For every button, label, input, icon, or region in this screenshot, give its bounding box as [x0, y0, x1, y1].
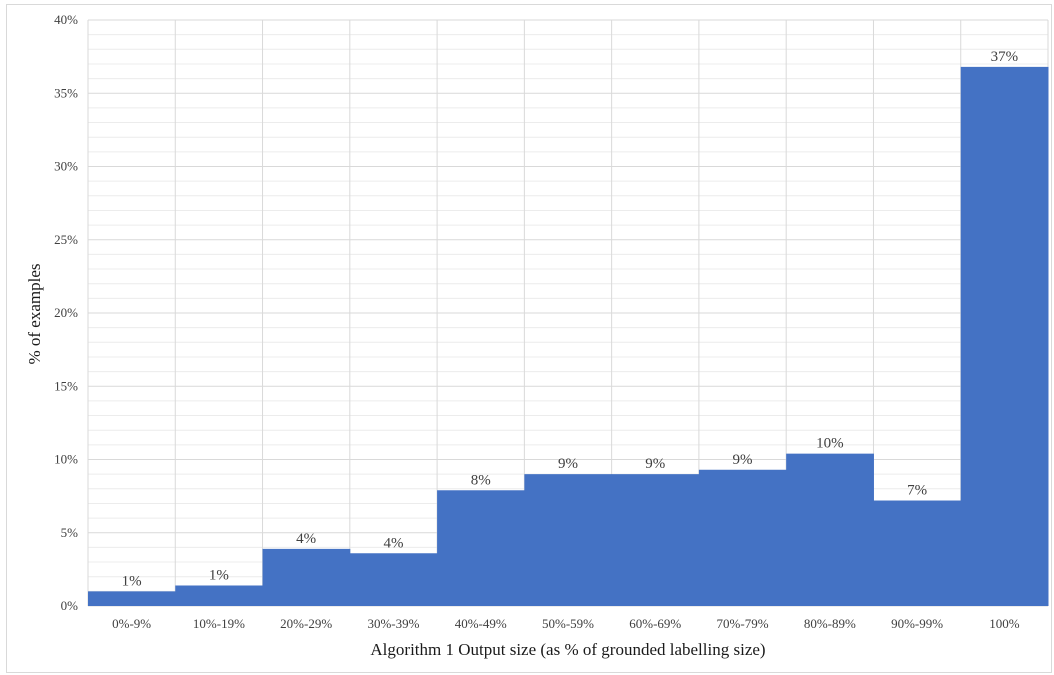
data-label-90%-99%: 7%	[907, 483, 927, 499]
bar-70%-79%	[699, 470, 787, 606]
x-tick-label: 70%-79%	[717, 616, 769, 631]
x-tick-label: 90%-99%	[891, 616, 943, 631]
bar-90%-99%	[873, 501, 961, 606]
x-tick-label: 50%-59%	[542, 616, 594, 631]
x-axis-title: Algorithm 1 Output size (as % of grounde…	[370, 640, 765, 659]
bar-20%-29%	[263, 549, 351, 606]
data-label-80%-89%: 10%	[816, 436, 844, 452]
data-label-70%-79%: 9%	[733, 452, 753, 468]
y-axis-ticks: 0% 5% 10% 15% 20% 25% 30% 35% 40%	[54, 12, 78, 613]
data-label-40%-49%: 8%	[471, 472, 491, 488]
x-tick-label: 40%-49%	[455, 616, 507, 631]
x-tick-label: 20%-29%	[280, 616, 332, 631]
y-tick-label: 0%	[61, 598, 79, 613]
x-tick-label: 0%-9%	[112, 616, 151, 631]
data-label-30%-39%: 4%	[383, 535, 403, 551]
bar-80%-89%	[786, 454, 874, 606]
data-label-100%: 37%	[991, 49, 1019, 65]
y-tick-label: 10%	[54, 452, 78, 467]
y-axis-title: % of examples	[25, 263, 44, 364]
bar-40%-49%	[437, 490, 525, 606]
bars	[88, 67, 1049, 606]
data-label-50%-59%: 9%	[558, 456, 578, 472]
data-label-20%-29%: 4%	[296, 531, 316, 547]
y-tick-label: 30%	[54, 159, 78, 174]
x-tick-label: 60%-69%	[629, 616, 681, 631]
bar-60%-69%	[612, 474, 700, 606]
bar-30%-39%	[350, 553, 438, 606]
x-tick-label: 30%-39%	[367, 616, 419, 631]
x-axis-ticks: 0%-9% 10%-19% 20%-29% 30%-39% 40%-49% 50%-59%…	[112, 616, 1020, 631]
bar-100%	[961, 67, 1049, 606]
data-label-10%-19%: 1%	[209, 567, 229, 583]
y-tick-label: 40%	[54, 12, 78, 27]
y-tick-label: 25%	[54, 232, 78, 247]
x-tick-label: 100%	[989, 616, 1020, 631]
y-tick-label: 15%	[54, 378, 78, 393]
data-label-0%-9%: 1%	[122, 573, 142, 589]
y-tick-label: 20%	[54, 305, 78, 320]
y-tick-label: 35%	[54, 85, 78, 100]
bar-10%-19%	[175, 585, 263, 606]
bar-0%-9%	[88, 591, 176, 606]
x-tick-label: 10%-19%	[193, 616, 245, 631]
x-tick-label: 80%-89%	[804, 616, 856, 631]
data-label-60%-69%: 9%	[645, 456, 665, 472]
y-tick-label: 5%	[61, 525, 79, 540]
bar-50%-59%	[524, 474, 612, 606]
